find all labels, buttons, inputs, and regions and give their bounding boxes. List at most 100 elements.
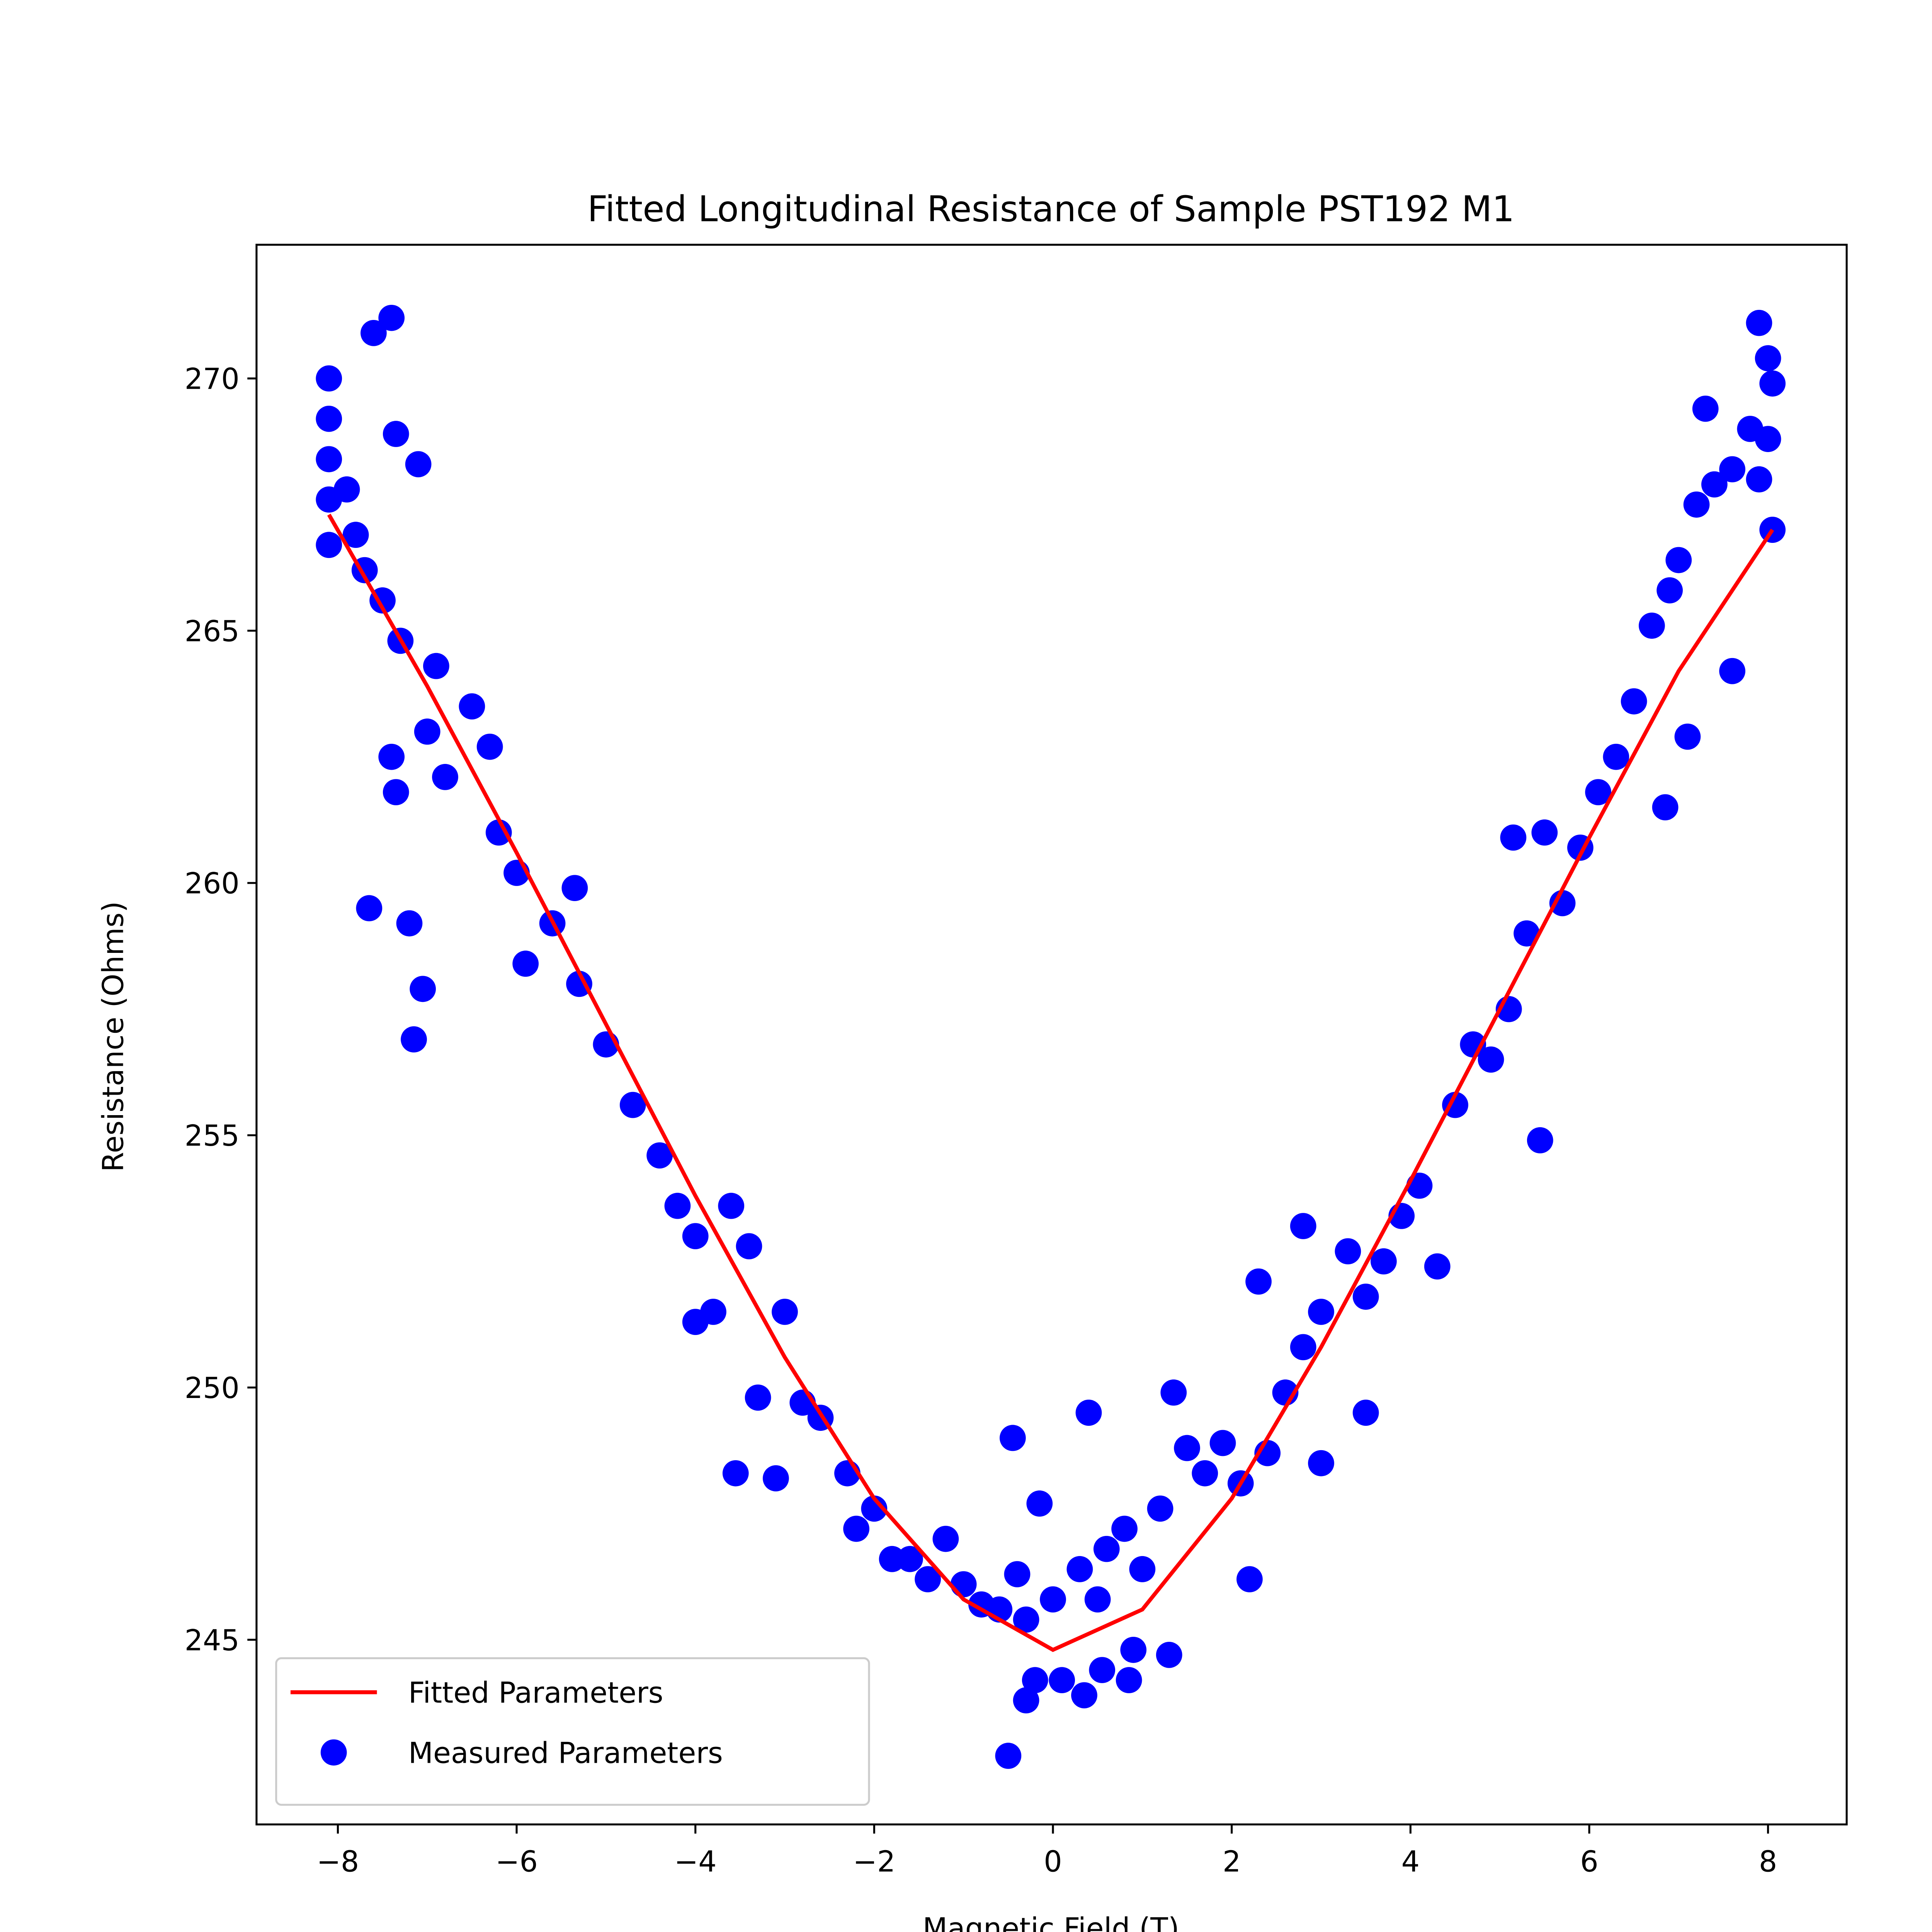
scatter-point <box>414 718 440 745</box>
scatter-point <box>646 1142 673 1169</box>
scatter-point <box>1406 1172 1433 1199</box>
scatter-point <box>1755 345 1781 372</box>
scatter-point <box>1621 688 1647 714</box>
scatter-point <box>843 1515 869 1542</box>
scatter-point <box>459 693 485 719</box>
scatter-point <box>1013 1606 1039 1633</box>
scatter-point <box>1120 1636 1147 1663</box>
scatter-point <box>932 1526 959 1552</box>
scatter-point <box>1209 1430 1236 1456</box>
x-axis-label: Magnetic Field (T) <box>923 1912 1179 1932</box>
scatter-point <box>1004 1561 1031 1587</box>
scatter-point <box>1116 1667 1142 1694</box>
scatter-point <box>316 365 342 392</box>
scatter-point <box>378 304 405 331</box>
x-tick-label: −8 <box>316 1845 359 1879</box>
scatter-point <box>700 1299 726 1325</box>
scatter-point <box>1290 1334 1316 1361</box>
scatter-point <box>316 405 342 432</box>
scatter-point <box>1585 779 1611 805</box>
scatter-point <box>861 1495 888 1522</box>
scatter-point <box>316 532 342 558</box>
x-tick-label: 0 <box>1044 1845 1062 1879</box>
scatter-point <box>995 1743 1022 1769</box>
scatter-point <box>682 1223 709 1250</box>
scatter-point <box>1514 920 1540 947</box>
scatter-point <box>1174 1435 1200 1461</box>
scatter-point <box>383 779 409 805</box>
scatter-point <box>1656 577 1683 604</box>
scatter-point <box>1652 794 1679 821</box>
scatter-point <box>1093 1536 1120 1562</box>
x-tick-label: −4 <box>674 1845 717 1879</box>
x-tick-label: −6 <box>495 1845 538 1879</box>
scatter-point <box>1603 743 1629 770</box>
legend-label: Measured Parameters <box>408 1736 723 1770</box>
y-tick-label: 260 <box>185 867 240 900</box>
scatter-point <box>1236 1566 1263 1592</box>
scatter-point <box>485 819 512 846</box>
scatter-point <box>1531 819 1558 846</box>
scatter-point <box>1639 612 1665 639</box>
scatter-point <box>1500 824 1527 851</box>
x-tick-label: 2 <box>1223 1845 1241 1879</box>
legend-box <box>275 1657 870 1806</box>
scatter-point <box>1719 456 1745 483</box>
chart-title: Fitted Longitudinal Resistance of Sample… <box>587 188 1514 230</box>
legend: Fitted Parameters Measured Parameters <box>275 1657 870 1806</box>
scatter-point <box>405 451 432 478</box>
scatter-point <box>897 1546 923 1572</box>
scatter-point <box>1719 658 1745 684</box>
y-tick-label: 265 <box>185 614 240 648</box>
scatter-point <box>915 1566 941 1592</box>
legend-label: Fitted Parameters <box>408 1676 663 1710</box>
scatter-point <box>512 951 539 977</box>
scatter-point <box>1746 466 1772 493</box>
plot-area: −8 −6 −4 −2 0 2 4 6 8 245 250 255 260 265 270 Fitted Pa… <box>185 243 1848 1879</box>
scatter-point <box>1026 1490 1053 1517</box>
scatter-point <box>1692 395 1719 422</box>
scatter-point <box>736 1233 762 1260</box>
scatter-point <box>1066 1556 1093 1582</box>
y-tick-label: 270 <box>185 362 240 396</box>
scatter-point <box>423 653 449 679</box>
x-tick-label: 8 <box>1759 1845 1777 1879</box>
scatter-point <box>772 1299 798 1325</box>
scatter-point <box>1759 370 1786 397</box>
scatter-point <box>1071 1682 1097 1709</box>
scatter-point <box>1371 1248 1397 1275</box>
x-tick-label: 4 <box>1401 1845 1420 1879</box>
y-tick-label: 245 <box>185 1624 240 1657</box>
scatter-point <box>1156 1642 1182 1668</box>
scatter-point <box>1674 723 1701 750</box>
scatter-point <box>1683 491 1710 518</box>
scatter-point <box>401 1026 427 1053</box>
scatter-point <box>1352 1400 1379 1426</box>
scatter-point <box>1665 547 1692 573</box>
scatter-point <box>763 1465 789 1492</box>
scatter-point <box>1527 1127 1553 1153</box>
scatter-point <box>619 1092 646 1118</box>
scatter-point <box>1746 310 1772 336</box>
x-tick-label: −2 <box>853 1845 895 1879</box>
scatter-point <box>1022 1667 1048 1694</box>
scatter-point <box>1084 1586 1111 1613</box>
scatter-point <box>432 764 458 790</box>
scatter-point <box>1308 1299 1334 1325</box>
fit-line <box>327 514 1774 1652</box>
y-tick-label: 250 <box>185 1371 240 1405</box>
scatter-point <box>745 1384 771 1411</box>
scatter-point <box>1352 1283 1379 1310</box>
scatter-point <box>1335 1238 1361 1265</box>
scatter-point <box>1089 1657 1116 1683</box>
scatter-point <box>356 895 383 922</box>
y-axis-label: Resistance (Ohms) <box>96 901 130 1172</box>
scatter-point <box>561 875 588 901</box>
scatter-point <box>396 910 423 937</box>
scatter-point <box>1245 1268 1272 1295</box>
plot-frame <box>255 243 1848 1826</box>
x-tick-label: 6 <box>1580 1845 1598 1879</box>
y-tick-label: 255 <box>185 1119 240 1153</box>
